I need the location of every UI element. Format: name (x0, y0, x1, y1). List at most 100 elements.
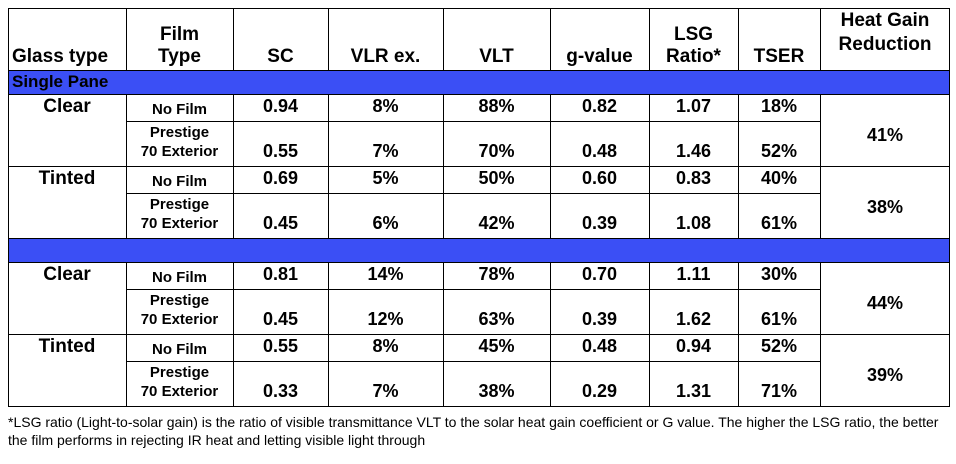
vlt-value: 78% (478, 264, 515, 284)
lsg-ratio-value: 1.62 (675, 309, 712, 329)
sc-value: 0.55 (262, 336, 299, 356)
vlt-value: 38% (478, 381, 515, 401)
grid-vline (649, 166, 650, 238)
sc-value: 0.55 (262, 141, 299, 161)
grid-vline (443, 94, 444, 166)
vlr-value: 12% (367, 309, 404, 329)
grid-vline (738, 262, 739, 334)
grid-vline (738, 94, 739, 166)
header-vlr: VLR ex. (350, 46, 421, 67)
vlr-value: 5% (372, 168, 399, 188)
grid-vline (820, 94, 821, 166)
tser-value: 30% (760, 264, 798, 284)
tser-value: 18% (760, 96, 798, 116)
tser-value: 52% (760, 141, 798, 161)
film-type-label: No Film (152, 341, 207, 358)
sc-value: 0.33 (262, 381, 299, 401)
grid-vline (738, 334, 739, 406)
grid-hline (8, 406, 950, 407)
section-title: Single Pane (12, 72, 109, 91)
g-value: 0.60 (581, 168, 618, 188)
grid-vline (649, 94, 650, 166)
header-g-value: g-value (566, 46, 633, 67)
header-tser: TSER (753, 46, 805, 67)
grid-vline (550, 166, 551, 238)
grid-vline (820, 166, 821, 238)
grid-vline (443, 262, 444, 334)
vlr-value: 6% (372, 213, 399, 233)
grid-vline (949, 8, 950, 406)
grid-vline (328, 8, 329, 70)
footnote: *LSG ratio (Light-to-solar gain) is the … (8, 414, 939, 448)
film-performance-table: Glass type Film Type SC VLR ex. VLT g-value LSG… (8, 8, 950, 411)
film-type-label: No Film (152, 269, 207, 286)
glass-type-label: Tinted (38, 168, 96, 189)
film-type-label: 70 Exterior (140, 311, 219, 328)
grid-vline (820, 262, 821, 334)
lsg-ratio-value: 1.07 (675, 96, 712, 116)
glass-type-label: Clear (43, 264, 91, 285)
grid-vline (126, 262, 127, 334)
grid-vline (233, 8, 234, 70)
grid-vline (738, 8, 739, 70)
grid-vline (233, 94, 234, 166)
glass-type-label: Clear (43, 96, 91, 117)
lsg-ratio-value: 1.11 (676, 264, 711, 284)
grid-hline (8, 334, 950, 335)
grid-vline (649, 262, 650, 334)
lsg-ratio-value: 1.08 (675, 213, 712, 233)
vlt-value: 50% (478, 168, 515, 188)
tser-value: 61% (760, 309, 798, 329)
grid-vline (550, 334, 551, 406)
grid-vline (443, 334, 444, 406)
film-type-label: Prestige (149, 364, 210, 381)
header-heat-gain-reduction-line2: Reduction (838, 34, 932, 55)
grid-hline (8, 166, 950, 167)
film-type-label: Prestige (149, 196, 210, 213)
grid-vline (233, 334, 234, 406)
grid-vline (443, 8, 444, 70)
g-value: 0.29 (581, 381, 618, 401)
g-value: 0.48 (581, 141, 618, 161)
section-bar-1 (8, 70, 950, 94)
lsg-ratio-value: 1.46 (675, 141, 712, 161)
header-lsg-ratio-line2: Ratio* (666, 46, 721, 67)
vlt-value: 70% (478, 141, 515, 161)
vlr-value: 14% (367, 264, 404, 284)
film-type-label: Prestige (149, 124, 210, 141)
grid-vline (820, 8, 821, 70)
sc-value: 0.45 (262, 309, 299, 329)
vlt-value: 42% (478, 213, 515, 233)
header-glass-type: Glass type (12, 46, 109, 67)
film-type-label: 70 Exterior (140, 383, 219, 400)
header-sc: SC (267, 46, 294, 67)
lsg-ratio-value: 1.31 (675, 381, 712, 401)
heat-gain-reduction-value: 38% (866, 197, 904, 217)
section-bar-2 (8, 238, 950, 262)
grid-hline (8, 70, 950, 71)
film-type-label: No Film (152, 173, 207, 190)
vlr-value: 7% (372, 381, 399, 401)
header-film-type-line2: Type (158, 46, 201, 67)
vlt-value: 88% (478, 96, 515, 116)
grid-vline (328, 166, 329, 238)
grid-vline (443, 166, 444, 238)
grid-hline (8, 94, 950, 95)
grid-vline (328, 334, 329, 406)
grid-hline (126, 289, 820, 290)
vlt-value: 63% (478, 309, 515, 329)
grid-hline (8, 8, 950, 9)
sc-value: 0.94 (262, 96, 299, 116)
grid-vline (126, 94, 127, 166)
film-type-label: 70 Exterior (140, 215, 219, 232)
grid-vline (8, 8, 9, 406)
grid-vline (233, 262, 234, 334)
heat-gain-reduction-value: 44% (866, 293, 904, 313)
grid-hline (126, 121, 820, 122)
film-type-label: 70 Exterior (140, 143, 219, 160)
film-type-label: Prestige (149, 292, 210, 309)
g-value: 0.48 (581, 336, 618, 356)
vlr-value: 8% (372, 96, 399, 116)
grid-hline (8, 238, 950, 239)
g-value: 0.39 (581, 213, 618, 233)
